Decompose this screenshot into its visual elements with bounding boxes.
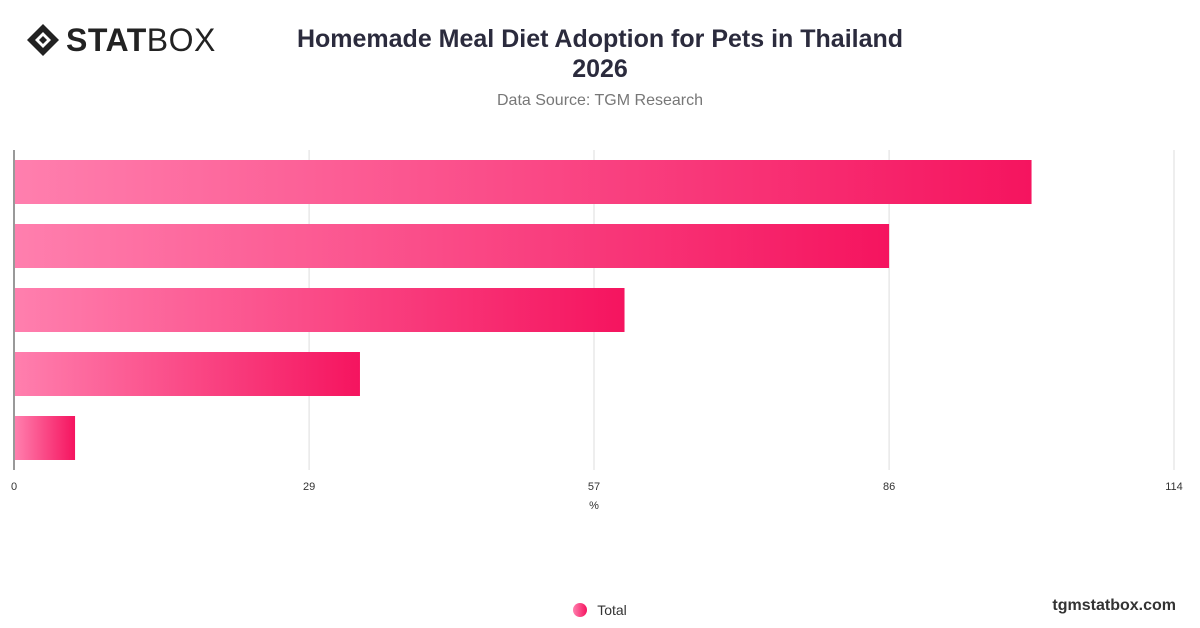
x-tick-label: 0 xyxy=(11,481,17,493)
bar[interactable] xyxy=(15,416,76,460)
x-tick-label: 114 xyxy=(1165,481,1183,493)
brand-strong: STAT xyxy=(66,22,147,58)
bar[interactable] xyxy=(15,160,1032,204)
footer-site[interactable]: tgmstatbox.com xyxy=(1052,597,1176,614)
brand-name: STATBOX xyxy=(66,22,216,58)
chart-title: Homemade Meal Diet Adoption for Pets in … xyxy=(296,25,904,83)
legend-dot-icon xyxy=(573,603,588,617)
bar[interactable] xyxy=(15,224,890,268)
chart-subtitle: Data Source: TGM Research xyxy=(496,92,703,109)
bar-chart: 0 29 57 86 114% xyxy=(11,150,1183,512)
diamond-logo-icon xyxy=(27,24,59,56)
x-axis-label: % xyxy=(589,500,599,512)
x-tick-label: 86 xyxy=(883,481,895,493)
brand-light: BOX xyxy=(146,22,216,58)
legend-label: Total xyxy=(597,602,627,618)
statbox-logo: STATBOX xyxy=(26,22,216,58)
x-tick-label: 57 xyxy=(588,481,600,493)
bar[interactable] xyxy=(15,288,625,332)
legend[interactable]: Total xyxy=(0,602,1200,618)
x-tick-label: 29 xyxy=(303,481,315,493)
bar[interactable] xyxy=(15,352,360,396)
